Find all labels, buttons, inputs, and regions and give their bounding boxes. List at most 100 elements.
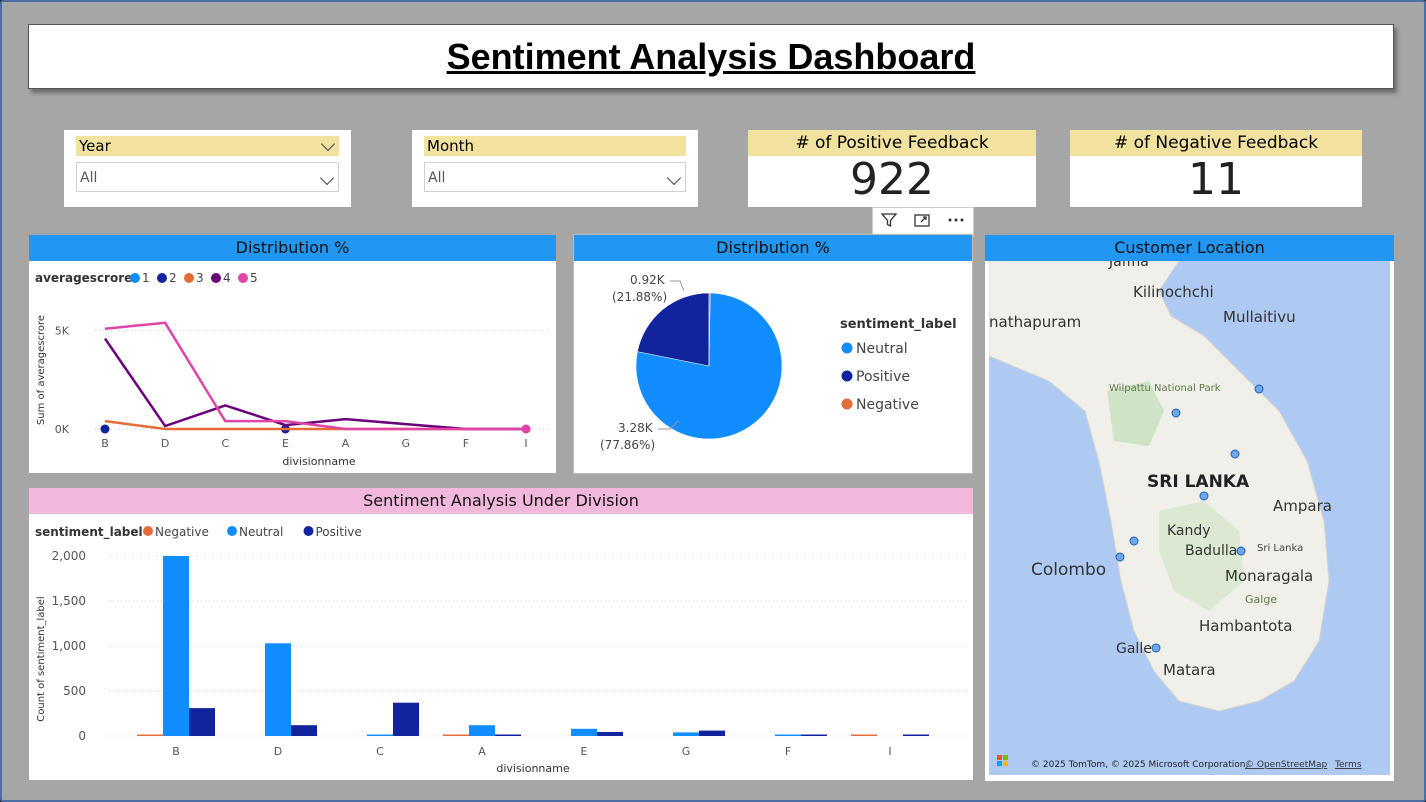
series-point[interactable]: [100, 424, 110, 434]
x-tick-label: B: [101, 437, 109, 450]
line-chart[interactable]: averagescrore 1 2 3 4 5 0K 5K B D C E A G F Idivisionna…: [29, 261, 556, 473]
legend-label[interactable]: Neutral: [239, 525, 283, 539]
month-slicer[interactable]: Month All: [412, 130, 698, 207]
map-label: Galle: [1116, 641, 1152, 657]
x-tick-label: I: [888, 745, 891, 758]
bar-neutral[interactable]: [571, 728, 597, 736]
bar-positive[interactable]: [495, 734, 521, 737]
bar-positive[interactable]: [699, 730, 725, 736]
series-point[interactable]: [521, 424, 531, 434]
map-canvas[interactable]: Jaffna Kilinochchi Mullaitivu nathapuram…: [988, 254, 1390, 775]
map-label: Hambantota: [1199, 617, 1292, 635]
legend-marker[interactable]: [227, 526, 237, 536]
legend-marker[interactable]: [841, 398, 853, 410]
line-chart-title: Distribution %: [29, 235, 556, 261]
bar-positive[interactable]: [801, 734, 827, 737]
location-marker[interactable]: [1254, 384, 1264, 394]
x-tick-label: A: [478, 745, 486, 758]
legend-marker[interactable]: [238, 273, 248, 283]
map-label: nathapuram: [989, 313, 1081, 331]
legend-label[interactable]: 1: [142, 271, 150, 285]
month-dropdown[interactable]: All: [424, 162, 686, 192]
legend-label[interactable]: Neutral: [856, 341, 908, 357]
year-slicer[interactable]: Year All: [64, 130, 351, 207]
pie-slice-neutral[interactable]: [635, 292, 783, 440]
pie-chart[interactable]: 0.92K (21.88%) 3.28K (77.86%) sentiment_labe…: [574, 261, 972, 473]
legend-marker[interactable]: [303, 526, 314, 536]
legend-label[interactable]: Positive: [316, 525, 362, 539]
y-tick-label: 5K: [55, 325, 70, 338]
year-dropdown-value: All: [80, 170, 98, 186]
bar-positive[interactable]: [189, 708, 215, 736]
legend-label[interactable]: 3: [196, 271, 204, 285]
bar-negative[interactable]: [851, 734, 877, 737]
bar-neutral[interactable]: [163, 556, 189, 736]
pie-slice-negative[interactable]: [708, 292, 711, 367]
bar-chart-panel[interactable]: Sentiment Analysis Under Division sentim…: [29, 488, 973, 780]
bar-negative[interactable]: [137, 734, 163, 737]
x-tick-label: C: [221, 437, 229, 450]
chevron-down-icon[interactable]: [320, 136, 336, 152]
location-marker[interactable]: [1236, 546, 1246, 556]
location-marker[interactable]: [1115, 552, 1125, 562]
map-label: Mullaitivu: [1223, 308, 1296, 326]
year-slicer-header[interactable]: Year: [76, 136, 339, 156]
y-tick-label: 500: [63, 684, 86, 698]
bar-neutral[interactable]: [673, 732, 699, 736]
pie-slice-positive[interactable]: [637, 292, 710, 367]
map-label: Monaragala: [1225, 567, 1313, 585]
bar-neutral[interactable]: [775, 734, 801, 737]
map-panel[interactable]: Customer Location Jaffna Kilinochchi Mul…: [985, 235, 1394, 781]
positive-feedback-label: # of Positive Feedback: [748, 130, 1036, 156]
legend-label[interactable]: Positive: [856, 369, 910, 385]
pie-chart-panel[interactable]: Distribution % 0.92K (21.88%) 3.28K (77.86%…: [573, 234, 973, 474]
negative-feedback-value: 11: [1188, 154, 1244, 205]
land-shape: [988, 260, 1330, 712]
bar-positive[interactable]: [903, 734, 929, 737]
location-marker[interactable]: [1230, 449, 1240, 459]
legend-label[interactable]: Negative: [155, 525, 209, 539]
more-options-icon[interactable]: [946, 211, 966, 233]
legend-marker[interactable]: [157, 273, 167, 283]
bar-positive[interactable]: [291, 725, 317, 736]
terms-link[interactable]: Terms: [1334, 760, 1362, 770]
title-banner: Sentiment Analysis Dashboard: [28, 24, 1394, 89]
location-marker[interactable]: [1129, 536, 1139, 546]
legend-marker[interactable]: [841, 370, 853, 382]
y-tick-label: 1,000: [52, 639, 86, 653]
location-marker[interactable]: [1199, 491, 1209, 501]
bar-neutral[interactable]: [367, 734, 393, 737]
series-line-5[interactable]: [104, 321, 526, 431]
osm-link[interactable]: © OpenStreetMap: [1245, 760, 1328, 770]
series-line-4[interactable]: [103, 337, 526, 431]
bar-neutral[interactable]: [469, 725, 495, 736]
bar-negative[interactable]: [443, 734, 469, 737]
legend-marker[interactable]: [143, 526, 153, 536]
legend-marker[interactable]: [184, 273, 194, 283]
bar-positive[interactable]: [393, 702, 419, 736]
legend-label[interactable]: 2: [169, 271, 177, 285]
map-label: Kilinochchi: [1133, 283, 1214, 301]
filter-icon[interactable]: [880, 211, 898, 233]
map-title: Customer Location: [985, 235, 1394, 261]
map-area[interactable]: Jaffna Kilinochchi Mullaitivu nathapuram…: [988, 254, 1390, 775]
legend-marker[interactable]: [211, 273, 221, 283]
legend-label[interactable]: Negative: [856, 397, 919, 413]
bar-positive[interactable]: [597, 731, 623, 736]
year-slicer-label: Year: [79, 137, 111, 155]
legend-label[interactable]: 4: [223, 271, 231, 285]
legend-marker[interactable]: [841, 342, 853, 354]
bar-chart[interactable]: sentiment_label Negative Neutral Positive 0 5…: [29, 514, 973, 780]
map-label: Badulla: [1185, 543, 1237, 559]
line-chart-panel[interactable]: Distribution % averagescrore 1 2 3 4 5 0K 5K B D C…: [29, 235, 556, 473]
focus-mode-icon[interactable]: [913, 211, 931, 233]
location-marker[interactable]: [1151, 643, 1161, 653]
location-marker[interactable]: [1171, 408, 1181, 418]
bar-neutral[interactable]: [265, 643, 291, 736]
map-label: Jaffna: [1108, 261, 1149, 270]
month-slicer-label: Month: [427, 137, 475, 155]
legend-marker[interactable]: [130, 273, 140, 283]
legend-label[interactable]: 5: [250, 271, 258, 285]
negative-feedback-label: # of Negative Feedback: [1070, 130, 1362, 156]
year-dropdown[interactable]: All: [76, 162, 339, 192]
